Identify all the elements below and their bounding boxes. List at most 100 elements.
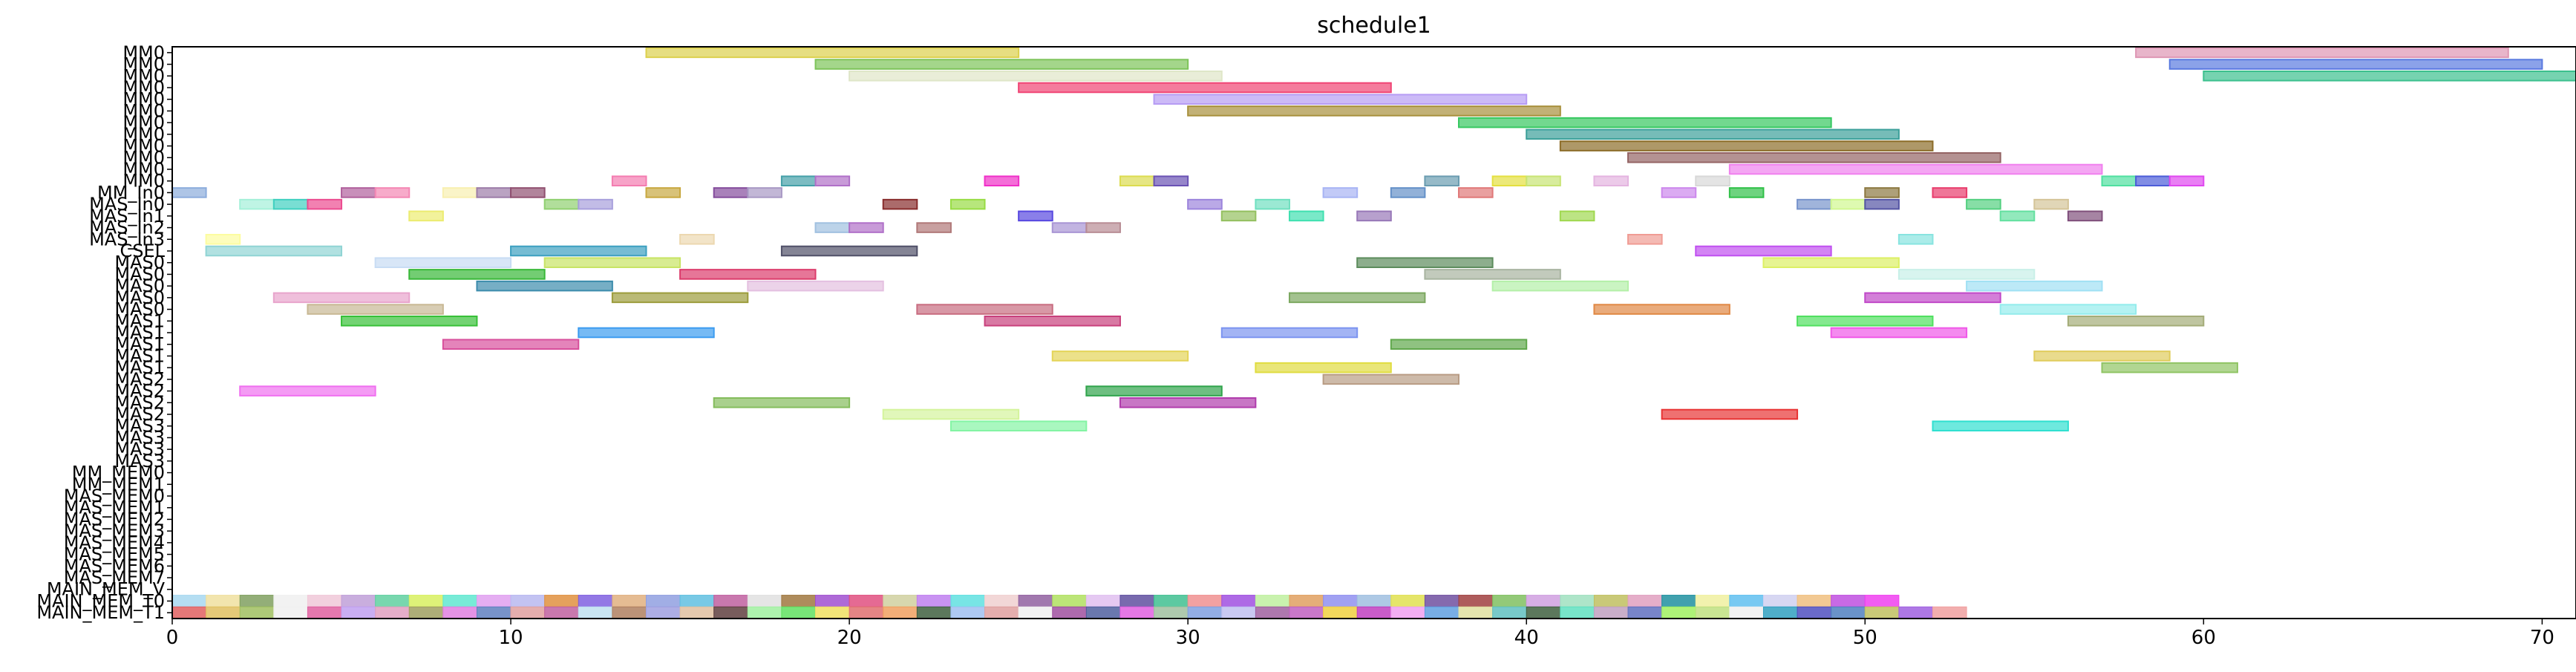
gantt-bar	[1593, 175, 1629, 187]
gantt-bar	[578, 198, 613, 210]
y-tick-label: MAS_MEM5	[64, 544, 165, 565]
y-tick-label: MM0	[122, 54, 165, 75]
memory-cell	[1492, 595, 1527, 607]
y-tick-label: MM0	[122, 112, 165, 133]
memory-cell	[1289, 606, 1324, 619]
gantt-bar	[205, 245, 343, 257]
memory-cell	[1018, 595, 1053, 607]
y-tick-label: MM0	[122, 147, 165, 168]
memory-cell	[1018, 606, 1053, 619]
gantt-bar	[1593, 304, 1730, 315]
memory-cell	[849, 606, 884, 619]
memory-cell	[984, 595, 1019, 607]
y-tick-label: MAS_In0	[89, 194, 165, 215]
bars-layer	[172, 47, 2576, 432]
y-tick-label: MM_In0	[97, 182, 165, 203]
chart-title: schedule1	[1317, 13, 1431, 39]
memory-cell	[1187, 595, 1223, 607]
memory-cell	[849, 595, 884, 607]
y-tick-label: MAS1	[114, 310, 165, 331]
memory-cell	[713, 595, 748, 607]
y-tick-label: MAIN_MEM_V	[47, 579, 166, 600]
gantt-bar	[1864, 198, 1900, 210]
memory-cell	[1627, 595, 1663, 607]
y-tick-label: MAS3	[114, 439, 165, 460]
gantt-bar	[2168, 59, 2543, 70]
y-tick-label: MM0	[122, 159, 165, 180]
x-tick-label: 60	[2191, 627, 2216, 649]
y-tick-label: MAS2	[114, 392, 165, 413]
gantt-bar	[442, 187, 478, 198]
gantt-bar	[272, 198, 309, 210]
y-tick-label: MAS2	[114, 381, 165, 402]
memory-cell	[883, 595, 918, 607]
y-tick-label: MAS_MEM4	[64, 532, 165, 553]
gantt-bar	[476, 187, 512, 198]
memory-cell	[1492, 606, 1527, 619]
gantt-bar	[1897, 269, 2036, 280]
gantt-bar	[1661, 187, 1697, 198]
gantt-bar	[747, 280, 884, 292]
plot-frame	[171, 46, 2576, 619]
gantt-bar	[814, 175, 851, 187]
y-tick-label: MAS3	[114, 416, 165, 437]
gantt-bar	[2203, 71, 2576, 82]
memory-cell	[206, 606, 241, 619]
memory-cell	[1187, 606, 1223, 619]
gantt-bar	[1119, 397, 1257, 408]
gantt-bar	[1085, 222, 1121, 233]
memory-cell	[1898, 606, 1933, 619]
gantt-bar	[1356, 257, 1494, 268]
y-tick-label: MAS1	[114, 345, 165, 366]
memory-cell	[1390, 595, 1425, 607]
y-tick-label: MM_MEM1	[72, 474, 165, 495]
gantt-bar	[1526, 128, 1900, 140]
x-tick-label: 30	[1176, 627, 1200, 649]
memory-cell	[442, 595, 477, 607]
memory-cell	[1831, 595, 1866, 607]
gantt-bar	[611, 292, 749, 304]
memory-cell	[1458, 595, 1494, 607]
gantt-bar	[1627, 152, 2001, 163]
gantt-bar	[1322, 187, 1359, 198]
y-tick-label: MAS2	[114, 404, 165, 425]
memory-cell	[950, 595, 986, 607]
y-tick-label: MAS3	[114, 451, 165, 472]
y-tick-label: MAS0	[114, 264, 165, 284]
y-tick-label: MAS1	[114, 322, 165, 343]
memory-cell	[1458, 606, 1494, 619]
gantt-bar	[645, 47, 1020, 59]
y-tick-label: MM0	[122, 89, 165, 110]
memory-cell	[1119, 595, 1155, 607]
gantt-bar	[1220, 327, 1359, 339]
memory-cell	[1729, 606, 1764, 619]
memory-cell	[645, 595, 681, 607]
y-tick-label: MM0	[122, 65, 165, 86]
gantt-bar	[239, 385, 376, 397]
gantt-bar	[1864, 292, 2001, 304]
memory-cell	[1593, 606, 1629, 619]
gantt-bar	[1255, 362, 1392, 373]
gantt-bar	[1458, 117, 1832, 128]
gantt-bar	[374, 257, 512, 268]
gantt-bar	[1390, 339, 1528, 350]
gantt-bar	[645, 187, 681, 198]
memory-cell	[408, 606, 444, 619]
gantt-bar	[1288, 292, 1426, 304]
y-tick-label: MAS0	[114, 275, 165, 296]
gantt-bar	[916, 304, 1053, 315]
memory-cell	[307, 606, 342, 619]
memory-cell	[1052, 606, 1087, 619]
memory-cell	[307, 595, 342, 607]
gantt-bar	[1424, 269, 1561, 280]
memory-cell	[171, 606, 207, 619]
gantt-bar	[1153, 94, 1528, 105]
memory-cell	[1797, 606, 1832, 619]
memory-cell	[1526, 595, 1561, 607]
memory-cell	[171, 595, 207, 607]
gantt-bar	[1830, 327, 1968, 339]
gantt-bar	[1322, 373, 1460, 385]
y-tick-label: MM0	[122, 42, 165, 63]
memory-cell	[1323, 606, 1358, 619]
memory-cell	[1695, 606, 1730, 619]
